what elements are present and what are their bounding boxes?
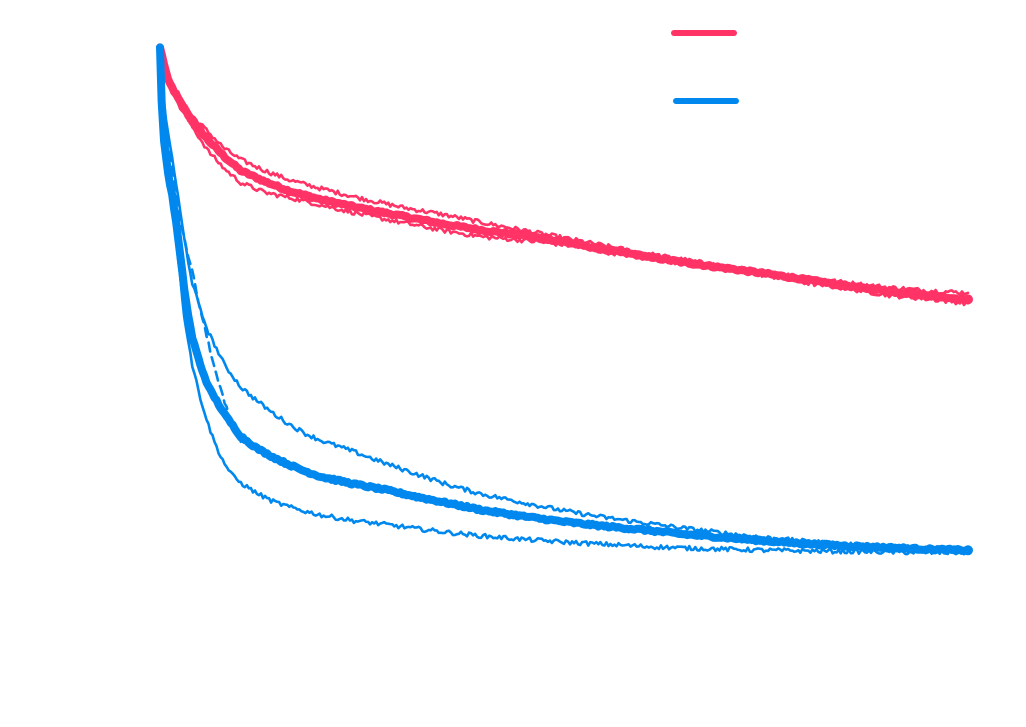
- series-layer: [156, 43, 973, 556]
- series-line-blue-upper: [158, 46, 970, 553]
- legend: [671, 30, 739, 104]
- series-line-red-lower: [158, 46, 970, 307]
- series-line-red-upper: [158, 46, 970, 296]
- series-line-blue-mean: [156, 43, 972, 555]
- series-line-blue-dashed: [158, 46, 243, 444]
- series-line-blue-lower: [158, 46, 970, 556]
